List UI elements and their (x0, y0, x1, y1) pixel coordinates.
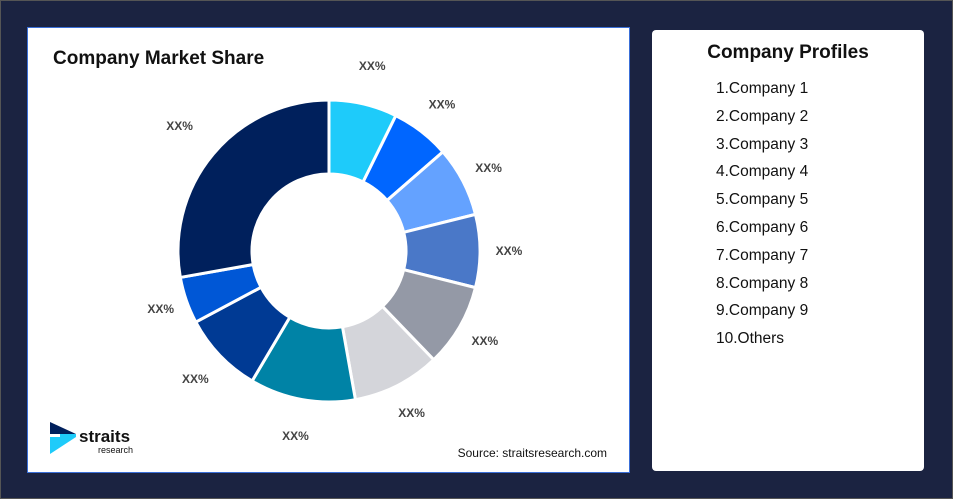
list-item: 10.Others (716, 330, 785, 348)
donut-slice (176, 98, 331, 280)
data-label: XX% (471, 334, 498, 348)
svg-text:straits: straits (79, 427, 130, 446)
data-label: XX% (398, 406, 425, 420)
profiles-title: Company Profiles (707, 42, 869, 63)
donut-chart: XX% XX% XX% XX% XX% XX% XX% XX% XX% XX% (147, 59, 523, 443)
list-item: 2.Company 2 (716, 107, 809, 125)
list-item: 7.Company 7 (716, 246, 809, 264)
list-item: 5.Company 5 (716, 191, 809, 209)
list-item: 4.Company 4 (716, 163, 809, 181)
data-label: XX% (475, 161, 502, 175)
data-label: XX% (147, 302, 174, 316)
list-item: 6.Company 6 (716, 218, 809, 236)
data-label: XX% (429, 97, 456, 111)
source-text: Source: straitsresearch.com (457, 446, 607, 460)
data-label: XX% (282, 429, 309, 443)
chart-title: Company Market Share (53, 48, 265, 69)
profiles-list: 1.Company 1 2.Company 2 3.Company 3 4.Co… (716, 80, 924, 358)
list-item: 9.Company 9 (716, 302, 809, 320)
svg-text:research: research (98, 445, 133, 455)
straits-logo: straits research (50, 422, 140, 461)
chart-panel: XX% XX% XX% XX% XX% XX% XX% XX% XX% XX% Company M… (27, 27, 630, 473)
data-label: XX% (359, 59, 386, 73)
list-item: 8.Company 8 (716, 274, 809, 292)
list-item: 3.Company 3 (716, 135, 809, 153)
profiles-panel: Company Profiles 1.Company 1 2.Company 2… (652, 30, 924, 471)
list-item: 1.Company 1 (716, 80, 809, 97)
data-label: XX% (496, 244, 523, 258)
data-label: XX% (182, 372, 209, 386)
data-label: XX% (166, 119, 193, 133)
